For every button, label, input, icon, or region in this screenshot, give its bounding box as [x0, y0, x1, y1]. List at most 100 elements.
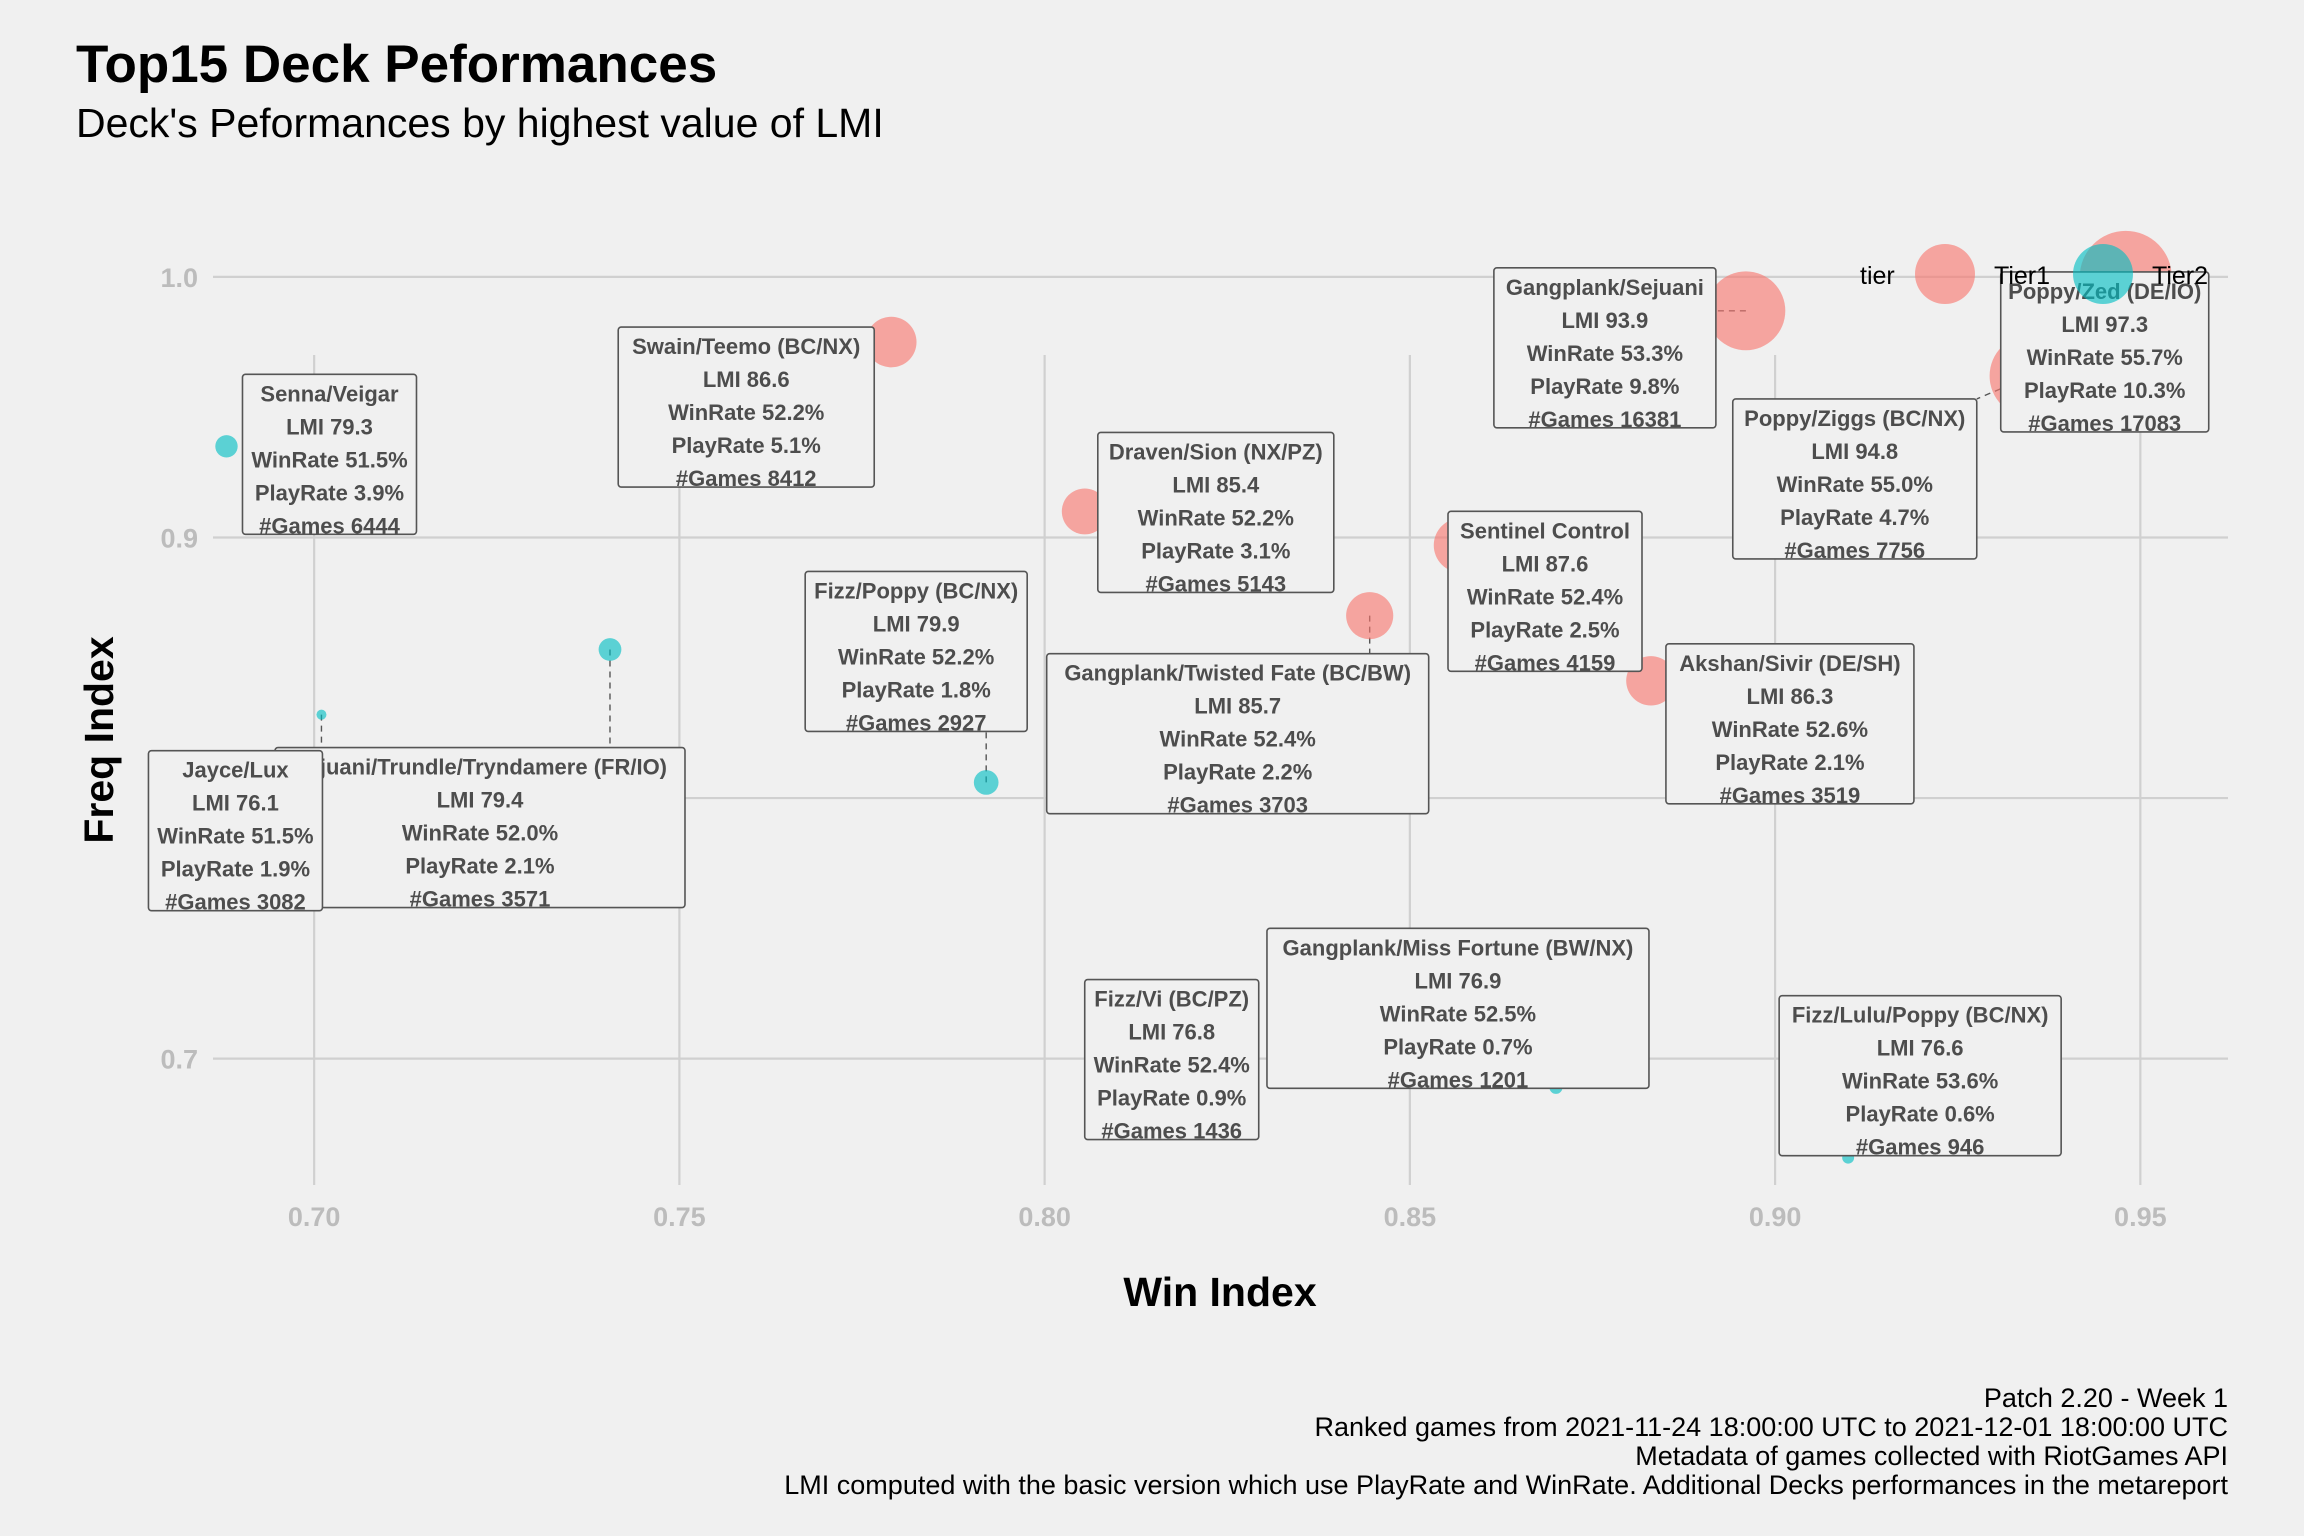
point-label-games: #Games 7756	[1784, 538, 1925, 563]
point-label-winrate: WinRate 52.6%	[1712, 717, 1868, 742]
point-label-winrate: WinRate 55.0%	[1777, 472, 1933, 497]
point-label-winrate: WinRate 51.5%	[157, 824, 313, 849]
point-label-games: #Games 4159	[1475, 650, 1616, 675]
point-label-games: #Games 1436	[1101, 1119, 1242, 1144]
point-label: Swain/Teemo (BC/NX) LMI 86.6 WinRate 52.2%…	[617, 326, 876, 491]
point-label-name: Poppy/Ziggs (BC/NX)	[1744, 406, 1965, 431]
legend-swatch	[1915, 244, 1975, 304]
chart-title: Top15 Deck Peformances	[76, 35, 718, 94]
data-point	[1706, 271, 1786, 351]
point-label: Poppy/Ziggs (BC/NX) LMI 94.8 WinRate 55.0%…	[1731, 398, 1978, 563]
x-tick-label: 0.85	[1384, 1202, 1437, 1232]
point-label-name: Swain/Teemo (BC/NX)	[632, 334, 860, 359]
chart-subtitle: Deck's Peformances by highest value of L…	[76, 100, 884, 146]
point-label-name: Fizz/Vi (BC/PZ)	[1094, 987, 1249, 1012]
point-label-winrate: WinRate 52.2%	[1138, 505, 1294, 530]
point-label-box	[804, 570, 1028, 733]
point-label-name: Akshan/Sivir (DE/SH)	[1679, 651, 1900, 676]
point-label-lmi: LMI 76.8	[1128, 1020, 1215, 1045]
data-point	[865, 316, 917, 368]
point-label-playrate: PlayRate 1.8%	[842, 677, 991, 702]
point-label: Akshan/Sivir (DE/SH) LMI 86.3 WinRate 52.6…	[1665, 643, 1915, 808]
point-label-games: #Games 946	[1856, 1135, 1984, 1160]
x-tick-label: 0.90	[1749, 1202, 1802, 1232]
point-label-name: Gangplank/Sejuani	[1506, 275, 1704, 300]
y-tick-label: 0.9	[160, 523, 198, 553]
point-label: Fizz/Lulu/Poppy (BC/NX) LMI 76.6 WinRate 5…	[1778, 994, 2062, 1160]
point-label-games: #Games 3519	[1720, 783, 1861, 808]
point-label-winrate: WinRate 53.3%	[1527, 341, 1683, 366]
point-label-playrate: PlayRate 0.9%	[1097, 1086, 1246, 1111]
data-point	[215, 435, 238, 458]
point-label-winrate: WinRate 51.5%	[251, 447, 407, 472]
legend-entry-label: Tier2	[2152, 262, 2208, 290]
point-label-winrate: WinRate 52.2%	[668, 400, 824, 425]
x-tick-label: 0.80	[1018, 1202, 1071, 1232]
point-label-games: #Games 16381	[1528, 407, 1681, 432]
caption-line: LMI computed with the basic version whic…	[784, 1470, 2228, 1500]
x-axis-title: Win Index	[1123, 1269, 1316, 1315]
legend: tier Tier1 Tier2	[1860, 244, 2208, 304]
leader-line	[1976, 375, 2032, 400]
point-label-name: Gangplank/Twisted Fate (BC/BW)	[1064, 661, 1411, 686]
point-label-box	[241, 373, 418, 536]
point-label-name: Sejuani/Trundle/Tryndamere (FR/IO)	[293, 755, 667, 780]
point-label-lmi: LMI 79.3	[286, 414, 373, 439]
caption-line: Ranked games from 2021-11-24 18:00:00 UT…	[1314, 1412, 2228, 1442]
point-label-games: #Games 3082	[165, 890, 306, 915]
point-label-playrate: PlayRate 0.7%	[1383, 1034, 1532, 1059]
point-label-games: #Games 3703	[1167, 793, 1308, 818]
point-label-games: #Games 5143	[1145, 571, 1286, 596]
point-label: Gangplank/Twisted Fate (BC/BW) LMI 85.7 Wi…	[1045, 652, 1430, 818]
point-label-winrate: WinRate 55.7%	[2027, 345, 2183, 370]
point-label-box	[1266, 927, 1650, 1090]
data-point	[316, 709, 327, 720]
point-label-playrate: PlayRate 1.9%	[161, 857, 310, 882]
point-label-box	[1083, 978, 1260, 1141]
legend-swatch	[2073, 244, 2133, 304]
point-label-lmi: LMI 76.9	[1415, 968, 1502, 993]
point-label: Senna/Veigar LMI 79.3 WinRate 51.5% PlayRat…	[241, 373, 418, 538]
point-label: Gangplank/Miss Fortune (BW/NX) LMI 76.9 Wi…	[1266, 927, 1650, 1092]
caption: Patch 2.20 - Week 1 Ranked games from 20…	[784, 1384, 2228, 1500]
caption-line: Metadata of games collected with RiotGam…	[1635, 1441, 2228, 1471]
point-label-playrate: PlayRate 3.9%	[255, 480, 404, 505]
point-label-lmi: LMI 86.6	[703, 367, 790, 392]
point-label-playrate: PlayRate 3.1%	[1141, 538, 1290, 563]
point-label-lmi: LMI 87.6	[1502, 551, 1589, 576]
y-axis-title: Freq Index	[76, 636, 122, 844]
point-label-lmi: LMI 85.4	[1172, 472, 1260, 497]
point-label-games: #Games 17083	[2028, 411, 2181, 436]
point-label: Jayce/Lux LMI 76.1 WinRate 51.5% PlayRate 1…	[147, 749, 324, 915]
point-label-box	[1493, 266, 1717, 429]
x-tick-label: 0.70	[288, 1202, 341, 1232]
point-label: Gangplank/Sejuani LMI 93.9 WinRate 53.3% Pl…	[1493, 266, 1717, 432]
data-point	[1346, 592, 1394, 640]
data-point	[1061, 488, 1108, 535]
data-point	[598, 638, 622, 661]
point-label-winrate: WinRate 52.4%	[1467, 584, 1623, 609]
point-label-lmi: LMI 76.1	[192, 791, 279, 816]
point-label-games: #Games 1201	[1388, 1067, 1529, 1092]
point-label-box	[1045, 652, 1430, 815]
data-point	[973, 770, 999, 795]
point-label-lmi: LMI 76.6	[1877, 1036, 1964, 1061]
point-label-playrate: PlayRate 2.5%	[1470, 617, 1619, 642]
point-label-lmi: LMI 86.3	[1747, 684, 1834, 709]
point-label-playrate: PlayRate 4.7%	[1780, 505, 1929, 530]
point-label: Sentinel Control LMI 87.6 WinRate 52.4% Pla…	[1447, 510, 1643, 675]
point-label-lmi: LMI 79.9	[873, 611, 960, 636]
point-label-games: #Games 2927	[846, 710, 987, 735]
point-label-lmi: LMI 93.9	[1561, 308, 1648, 333]
point-label-name: Jayce/Lux	[182, 758, 289, 783]
point-label-lmi: LMI 97.3	[2061, 312, 2148, 337]
point-label: Fizz/Poppy (BC/NX) LMI 79.9 WinRate 52.2% P…	[804, 570, 1028, 735]
point-label: Sejuani/Trundle/Tryndamere (FR/IO) LMI 79…	[274, 746, 686, 912]
point-label-playrate: PlayRate 2.2%	[1163, 760, 1312, 785]
point-label-games: #Games 8412	[676, 466, 817, 491]
point-label-name: Sentinel Control	[1460, 518, 1630, 543]
point-label-winrate: WinRate 52.4%	[1160, 727, 1316, 752]
